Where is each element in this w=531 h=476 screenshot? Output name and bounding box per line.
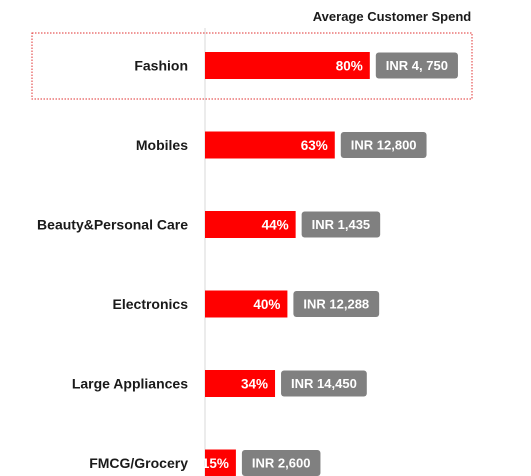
- column-header: Average Customer Spend: [313, 9, 472, 24]
- spend-label-large-appliances: INR 14,450: [291, 376, 357, 391]
- spend-label-electronics: INR 12,288: [303, 297, 369, 312]
- value-label-electronics: 40%: [253, 297, 280, 312]
- value-label-large-appliances: 34%: [241, 377, 268, 392]
- value-label-fashion: 80%: [336, 59, 363, 74]
- spend-badge-fashion: [375, 52, 458, 79]
- bar-row-electronics: Electronics 40% INR 12,288: [113, 290, 380, 318]
- spend-badge-beauty-personal-care: [301, 211, 381, 238]
- bar-large-appliances: [205, 370, 276, 397]
- value-label-mobiles: 63%: [301, 138, 328, 153]
- spend-label-mobiles: INR 12,800: [351, 138, 417, 153]
- category-label-beauty-personal-care: Beauty&Personal Care: [37, 217, 188, 233]
- bar-mobiles: [205, 131, 335, 159]
- bar-fashion: [205, 52, 370, 79]
- bar-row-beauty-personal-care: Beauty&Personal Care 44% INR 1,435: [37, 211, 381, 238]
- category-label-large-appliances: Large Appliances: [72, 376, 188, 392]
- category-label-electronics: Electronics: [113, 296, 189, 312]
- bar-row-large-appliances: Large Appliances 34% INR 14,450: [72, 370, 367, 397]
- spend-badge-mobiles: [340, 132, 427, 158]
- value-label-fmcg-grocery: 15%: [202, 456, 229, 471]
- category-label-fmcg-grocery: FMCG/Grocery: [89, 455, 188, 471]
- value-label-beauty-personal-care: 44%: [262, 218, 289, 233]
- spend-badge-electronics: [293, 291, 380, 317]
- bars-layer: Fashion 80% INR 4, 750 Mobiles 63% INR 12,800…: [37, 52, 458, 476]
- spend-badge-fmcg-grocery: [241, 450, 321, 476]
- bar-beauty-personal-care: [205, 211, 296, 238]
- spend-label-fmcg-grocery: INR 2,600: [252, 456, 311, 471]
- bar-row-fashion: Fashion 80% INR 4, 750: [134, 52, 458, 79]
- spend-label-beauty-personal-care: INR 1,435: [312, 217, 371, 232]
- bar-row-mobiles: Mobiles 63% INR 12,800: [136, 131, 427, 159]
- highlight-box: [31, 32, 473, 100]
- bar-electronics: [205, 290, 288, 318]
- spend-label-fashion: INR 4, 750: [386, 58, 448, 73]
- category-label-mobiles: Mobiles: [136, 137, 188, 153]
- bar-fmcg-grocery: [205, 449, 236, 476]
- bar-row-fmcg-grocery: FMCG/Grocery 15% INR 2,600: [89, 449, 321, 476]
- spend-badge-large-appliances: [281, 370, 367, 397]
- category-label-fashion: Fashion: [134, 58, 188, 74]
